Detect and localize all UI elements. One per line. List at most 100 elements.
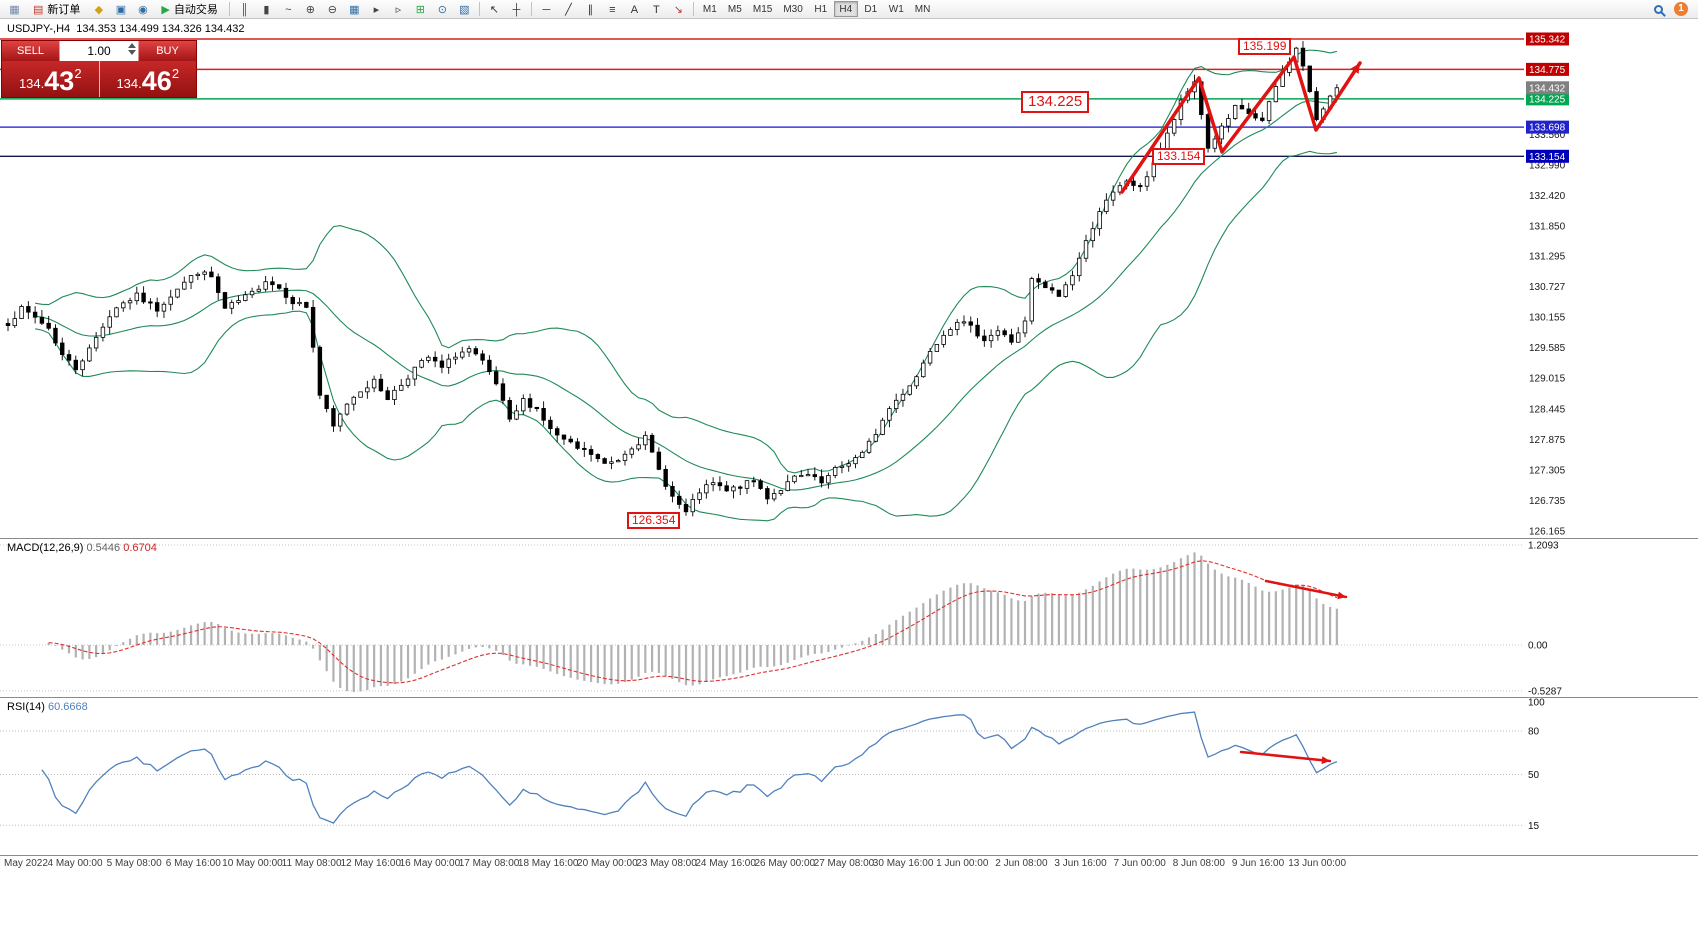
trend-zigzag-line-head [1350, 63, 1360, 74]
price-axis-label-box: 134.775 [1526, 62, 1569, 76]
timeframe-h1[interactable]: H1 [814, 4, 828, 15]
rsi-down-arrow[interactable] [1239, 750, 1332, 763]
market-watch-icon[interactable]: ▣ [110, 1, 131, 18]
chart-shift-icon-icon: ▹ [395, 3, 402, 16]
market-watch-icon-icon: ▣ [115, 3, 127, 16]
macd-axis-label: 0.00 [1528, 641, 1548, 652]
macd-down-arrow[interactable] [1264, 579, 1348, 599]
tile-windows-icon[interactable]: ▦ [344, 1, 365, 18]
chart-shift-icon[interactable]: ▹ [388, 1, 409, 18]
macd-value-1: 0.5446 [86, 542, 121, 554]
timeframe-m1[interactable]: M1 [702, 4, 717, 15]
macd-value-2: 0.6704 [123, 542, 157, 554]
volume-up-icon[interactable] [128, 43, 136, 48]
crosshair-icon[interactable]: ┼ [506, 1, 527, 18]
channel-icon[interactable]: ∥ [580, 1, 601, 18]
candlestick-chart-icon-icon: ▮ [263, 3, 270, 16]
time-axis-label: 18 May 16:00 [517, 858, 579, 869]
time-axis-label: 4 May 00:00 [47, 858, 103, 869]
price-axis-label: 129.585 [1529, 343, 1566, 354]
auto-trading-button[interactable]: ▶ 自动交易 [154, 1, 224, 18]
buy-price[interactable]: 134. 46 2 [100, 61, 197, 97]
zoom-in-icon[interactable]: ⊕ [300, 1, 321, 18]
charts-window-icon[interactable]: ▦ [4, 1, 25, 18]
volume-field[interactable]: 1.00 [60, 41, 138, 61]
price-axis-label: 131.295 [1529, 251, 1566, 262]
auto-scroll-icon[interactable]: ▸ [366, 1, 387, 18]
trendline-icon[interactable]: ╱ [558, 1, 579, 18]
timeframe-mn[interactable]: MN [914, 4, 931, 15]
rsi-axis-label: 50 [1528, 770, 1540, 781]
macd-indicator-label: MACD(12,26,9) 0.5446 0.6704 [7, 542, 157, 554]
chart-info-line: USDJPY-,H4 134.353 134.499 134.326 134.4… [7, 23, 245, 35]
periods-icon-icon: ⊙ [437, 3, 447, 16]
rsi-axis-label: 80 [1528, 727, 1540, 738]
templates-icon[interactable]: ▧ [454, 1, 475, 18]
trend-zigzag-line[interactable] [1120, 55, 1362, 194]
buy-button[interactable]: BUY [138, 41, 196, 61]
price-annotation[interactable]: 134.225 [1021, 91, 1090, 113]
cursor-icon[interactable]: ↖ [484, 1, 505, 18]
new-order-icon: ▤ [33, 3, 44, 16]
price-axis-label: 126.165 [1529, 527, 1566, 538]
expert-advisors-icon[interactable]: ◆ [88, 1, 109, 18]
candlestick-chart-icon[interactable]: ▮ [256, 1, 277, 18]
time-axis-label: May 2022 [4, 858, 48, 869]
macd-signal-line [48, 560, 1338, 684]
auto-scroll-icon-icon: ▸ [373, 3, 380, 16]
crosshair-icon-icon: ┼ [512, 3, 521, 16]
new-order-button[interactable]: ▤ 新订单 [26, 1, 87, 18]
price-axis-label-box: 135.342 [1526, 32, 1569, 46]
price-annotation[interactable]: 126.354 [627, 512, 681, 529]
horizontal-line-icon[interactable]: ─ [536, 1, 557, 18]
price-annotation[interactable]: 135.199 [1238, 38, 1292, 55]
sell-button[interactable]: SELL [2, 41, 60, 61]
time-axis-label: 16 May 00:00 [399, 858, 461, 869]
candles [5, 41, 1340, 517]
time-axis-label: 24 May 16:00 [695, 858, 756, 869]
volume-stepper[interactable] [128, 43, 136, 55]
search-icon[interactable] [1654, 4, 1663, 14]
arrows-icon[interactable]: ↘ [668, 1, 689, 18]
symbol-period-label: USDJPY-,H4 [7, 23, 71, 35]
sell-price[interactable]: 134. 43 2 [2, 61, 99, 97]
fibonacci-icon[interactable]: ≡ [602, 1, 623, 18]
timeframe-w1[interactable]: W1 [888, 4, 904, 15]
time-axis-label: 6 May 16:00 [165, 858, 221, 869]
timeframe-m30[interactable]: M30 [783, 4, 803, 15]
price-axis-label: 133.560 [1529, 130, 1566, 141]
time-axis-label: 10 May 00:00 [222, 858, 283, 869]
sell-price-big: 43 [44, 66, 75, 96]
toolbar-separator [228, 2, 230, 16]
time-axis-label: 17 May 08:00 [458, 858, 520, 869]
bar-chart-icon-icon: ║ [240, 3, 249, 16]
notification-badge[interactable]: 1 [1674, 2, 1688, 16]
time-axis-label: 9 Jun 16:00 [1231, 858, 1285, 869]
zoom-out-icon[interactable]: ⊖ [322, 1, 343, 18]
svg-text:134.775: 134.775 [1529, 65, 1566, 76]
timeframe-m15[interactable]: M15 [752, 4, 773, 15]
text-label-icon[interactable]: T [646, 1, 667, 18]
price-annotation[interactable]: 133.154 [1152, 148, 1206, 165]
timeframe-h4[interactable]: H4 [833, 1, 858, 17]
bar-chart-icon[interactable]: ║ [234, 1, 255, 18]
timeframe-m5[interactable]: M5 [727, 4, 742, 15]
bollinger-bands [35, 49, 1337, 522]
rsi-indicator-label: RSI(14) 60.6668 [7, 701, 88, 713]
text-icon-icon: A [630, 3, 639, 16]
timeframe-d1[interactable]: D1 [864, 4, 878, 15]
time-axis-label: 3 Jun 16:00 [1054, 858, 1107, 869]
svg-text:134.225: 134.225 [1529, 94, 1566, 105]
time-axis-label: 8 Jun 08:00 [1172, 858, 1225, 869]
line-chart-icon[interactable]: ~ [278, 1, 299, 18]
indicators-icon[interactable]: ⊞ [410, 1, 431, 18]
text-icon[interactable]: A [624, 1, 645, 18]
volume-down-icon[interactable] [128, 50, 136, 55]
time-axis-label: 27 May 08:00 [813, 858, 875, 869]
time-axis-label: 26 May 00:00 [754, 858, 816, 869]
data-window-icon[interactable]: ◉ [132, 1, 153, 18]
price-axis-label: 131.850 [1529, 222, 1566, 233]
periods-icon[interactable]: ⊙ [432, 1, 453, 18]
toolbar-separator [692, 2, 694, 16]
